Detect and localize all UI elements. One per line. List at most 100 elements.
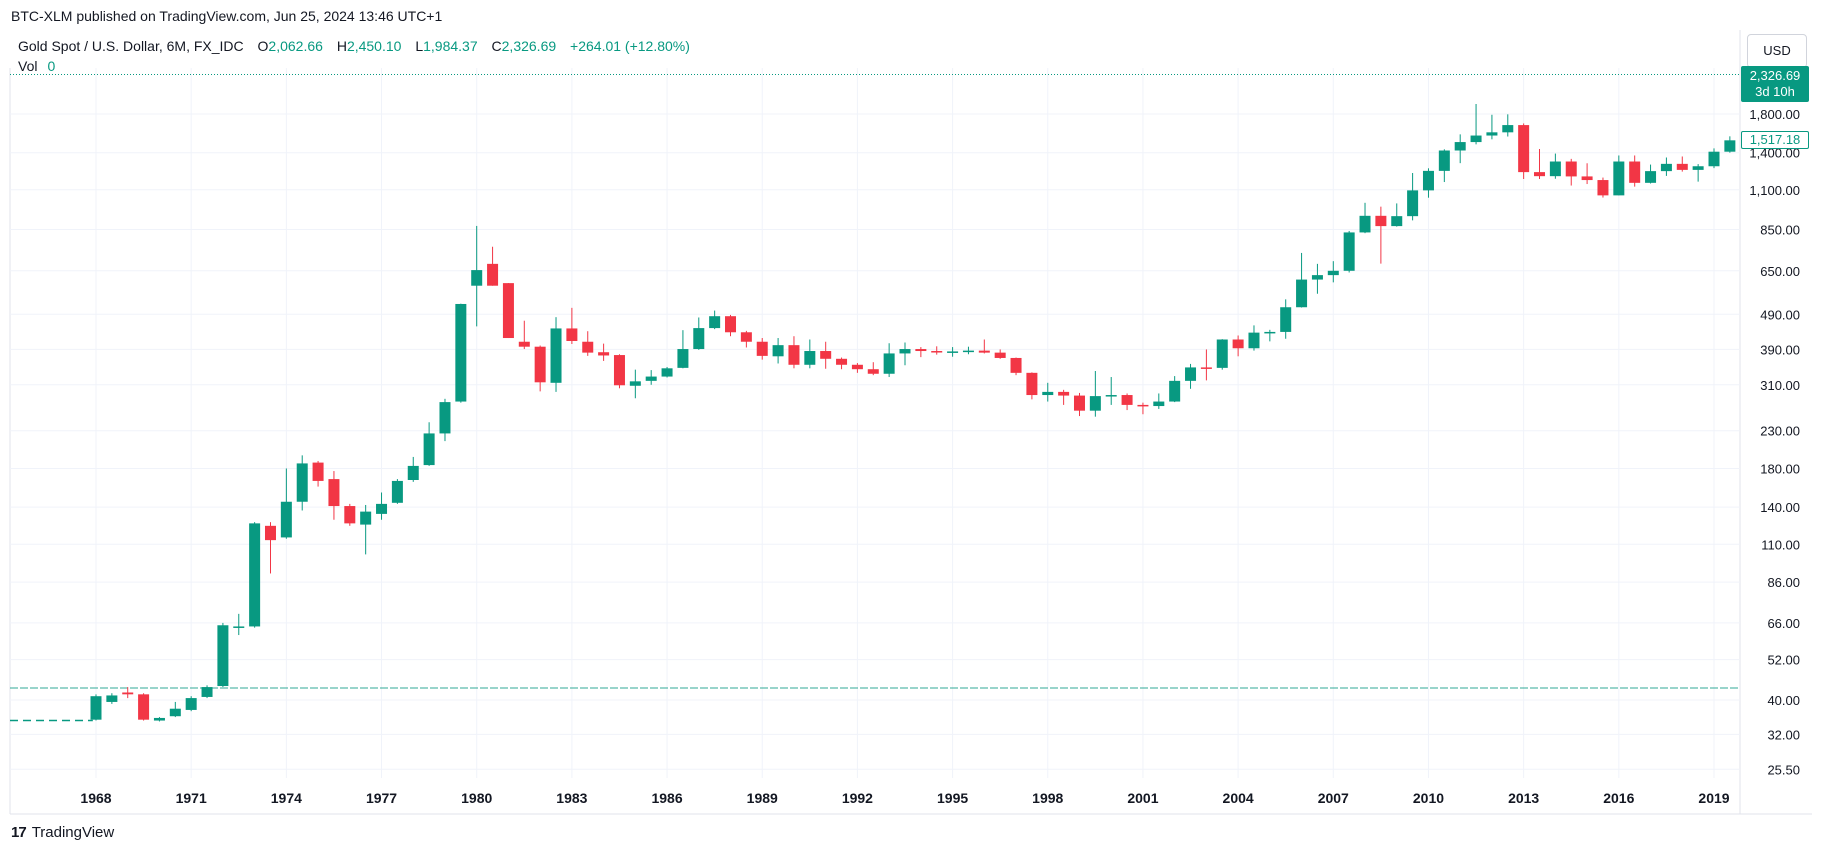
- candle-body[interactable]: [1311, 275, 1323, 280]
- candle-body[interactable]: [978, 350, 990, 353]
- candle-body[interactable]: [1010, 357, 1022, 373]
- candle-body[interactable]: [740, 332, 752, 342]
- candle-body[interactable]: [1375, 215, 1387, 227]
- candle-body[interactable]: [661, 368, 673, 377]
- candle-body[interactable]: [1676, 163, 1688, 170]
- candle-body[interactable]: [582, 341, 594, 353]
- candle-body[interactable]: [106, 695, 118, 702]
- candle-body[interactable]: [598, 352, 610, 356]
- candle-body[interactable]: [1438, 150, 1450, 171]
- volume-label[interactable]: Vol: [18, 58, 38, 74]
- candle-body[interactable]: [820, 351, 832, 359]
- candle-body[interactable]: [693, 328, 705, 350]
- candle-body[interactable]: [725, 316, 737, 333]
- candle-body[interactable]: [1692, 166, 1704, 170]
- candle-body[interactable]: [1073, 395, 1085, 411]
- candle-body[interactable]: [1645, 171, 1657, 183]
- candle-body[interactable]: [1613, 161, 1625, 196]
- candle-body[interactable]: [1248, 332, 1260, 349]
- candle-body[interactable]: [677, 349, 689, 368]
- candle-body[interactable]: [629, 381, 641, 386]
- candle-body[interactable]: [487, 263, 499, 286]
- candle-body[interactable]: [264, 525, 276, 541]
- candle-body[interactable]: [344, 506, 356, 524]
- candle-body[interactable]: [947, 351, 959, 353]
- candle-body[interactable]: [1549, 161, 1561, 177]
- candle-body[interactable]: [1724, 140, 1736, 152]
- candle-body[interactable]: [899, 349, 911, 354]
- candle-body[interactable]: [296, 463, 308, 502]
- candle-body[interactable]: [502, 283, 514, 339]
- candle-body[interactable]: [471, 270, 483, 286]
- candle-body[interactable]: [249, 523, 261, 627]
- candle-body[interactable]: [233, 626, 245, 628]
- candle-body[interactable]: [153, 717, 165, 721]
- candle-body[interactable]: [1153, 401, 1165, 407]
- candle-body[interactable]: [185, 698, 197, 710]
- candle-body[interactable]: [1089, 396, 1101, 411]
- candle-body[interactable]: [1058, 391, 1070, 396]
- candle-body[interactable]: [1264, 331, 1276, 334]
- candle-body[interactable]: [804, 351, 816, 365]
- currency-button[interactable]: USD: [1747, 34, 1807, 68]
- candle-body[interactable]: [566, 328, 578, 341]
- candle-body[interactable]: [376, 503, 388, 514]
- candle-body[interactable]: [1407, 190, 1419, 217]
- candle-body[interactable]: [1518, 125, 1530, 173]
- candle-body[interactable]: [883, 353, 895, 374]
- candle-body[interactable]: [1534, 172, 1546, 177]
- symbol-description[interactable]: Gold Spot / U.S. Dollar, 6M, FX_IDC: [18, 38, 244, 54]
- candle-body[interactable]: [1280, 307, 1292, 332]
- candle-body[interactable]: [534, 346, 546, 383]
- candle-body[interactable]: [1169, 380, 1181, 402]
- candle-body[interactable]: [312, 462, 324, 481]
- candle-body[interactable]: [709, 316, 721, 329]
- candle-body[interactable]: [169, 708, 181, 717]
- candle-body[interactable]: [1629, 161, 1641, 183]
- candle-body[interactable]: [1470, 135, 1482, 143]
- candle-body[interactable]: [217, 625, 229, 687]
- candle-body[interactable]: [1296, 279, 1308, 308]
- candle-body[interactable]: [1200, 367, 1212, 369]
- candle-body[interactable]: [280, 501, 292, 538]
- candle-body[interactable]: [1185, 367, 1197, 381]
- footer-brand[interactable]: 17 TradingView: [11, 824, 114, 841]
- candle-body[interactable]: [1216, 339, 1228, 368]
- candle-body[interactable]: [1454, 142, 1466, 151]
- candle-body[interactable]: [1137, 404, 1149, 407]
- candle-body[interactable]: [518, 341, 530, 347]
- candle-body[interactable]: [613, 355, 625, 386]
- candle-body[interactable]: [1660, 163, 1672, 172]
- candle-body[interactable]: [1327, 270, 1339, 276]
- candle-body[interactable]: [122, 692, 134, 695]
- candle-body[interactable]: [1391, 216, 1403, 227]
- candle-body[interactable]: [756, 341, 768, 356]
- candle-body[interactable]: [1502, 125, 1514, 133]
- candle-body[interactable]: [90, 696, 102, 720]
- candle-body[interactable]: [423, 433, 435, 466]
- candle-body[interactable]: [439, 402, 451, 434]
- candle-body[interactable]: [1343, 232, 1355, 271]
- candle-body[interactable]: [1581, 176, 1593, 181]
- candle-body[interactable]: [931, 351, 943, 353]
- candle-body[interactable]: [1708, 151, 1720, 167]
- candle-body[interactable]: [645, 376, 657, 381]
- candle-body[interactable]: [1597, 180, 1609, 196]
- candle-body[interactable]: [1422, 170, 1434, 191]
- candle-body[interactable]: [1105, 395, 1117, 397]
- candle-body[interactable]: [1565, 161, 1577, 177]
- candle-body[interactable]: [455, 303, 467, 402]
- candle-body[interactable]: [1042, 391, 1054, 396]
- candle-body[interactable]: [772, 345, 784, 357]
- candle-body[interactable]: [962, 350, 974, 353]
- candle-body[interactable]: [328, 479, 340, 507]
- candle-body[interactable]: [836, 358, 848, 365]
- candle-body[interactable]: [994, 352, 1006, 358]
- candle-body[interactable]: [407, 465, 419, 481]
- candle-body[interactable]: [1026, 372, 1038, 396]
- candle-body[interactable]: [360, 511, 372, 525]
- candle-body[interactable]: [1121, 395, 1133, 405]
- candle-body[interactable]: [391, 480, 403, 503]
- candle-body[interactable]: [550, 328, 562, 383]
